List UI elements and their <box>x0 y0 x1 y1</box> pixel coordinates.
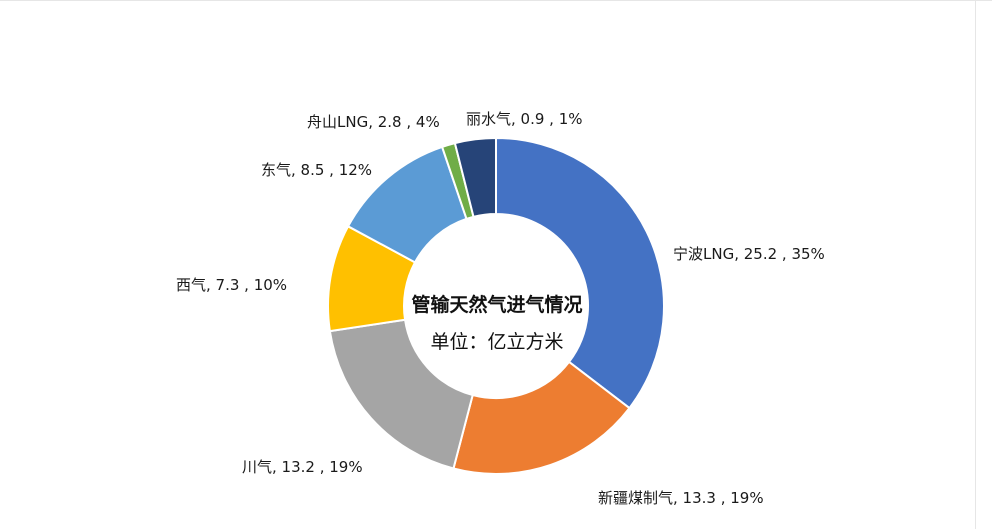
labels-layer: 宁波LNG, 25.2 , 35% 新疆煤制气, 13.3 , 19% 川气, … <box>176 110 825 507</box>
slice-label-lishui: 丽水气, 0.9 , 1% <box>466 110 583 128</box>
slice-ningbo <box>495 136 665 410</box>
slice-label-zhoushan: 舟山LNG, 2.8 , 4% <box>307 113 440 131</box>
slice-xinjiang <box>452 360 631 475</box>
slice-label-ningbo: 宁波LNG, 25.2 , 35% <box>673 245 825 263</box>
slice-label-xinjiang: 新疆煤制气, 13.3 , 19% <box>598 489 764 507</box>
chart-title: 管输天然气进气情况 <box>411 293 582 316</box>
slice-lishui <box>453 136 497 219</box>
slice-chuan <box>328 318 474 470</box>
slice-label-chuan: 川气, 13.2 , 19% <box>242 458 363 476</box>
slice-label-dong: 东气, 8.5 , 12% <box>261 161 372 179</box>
slices-layer <box>327 136 665 475</box>
right-divider <box>975 0 976 529</box>
top-divider <box>0 0 992 1</box>
chart-subtitle: 单位：亿立方米 <box>430 331 563 353</box>
slice-label-xi: 西气, 7.3 , 10% <box>176 276 287 294</box>
